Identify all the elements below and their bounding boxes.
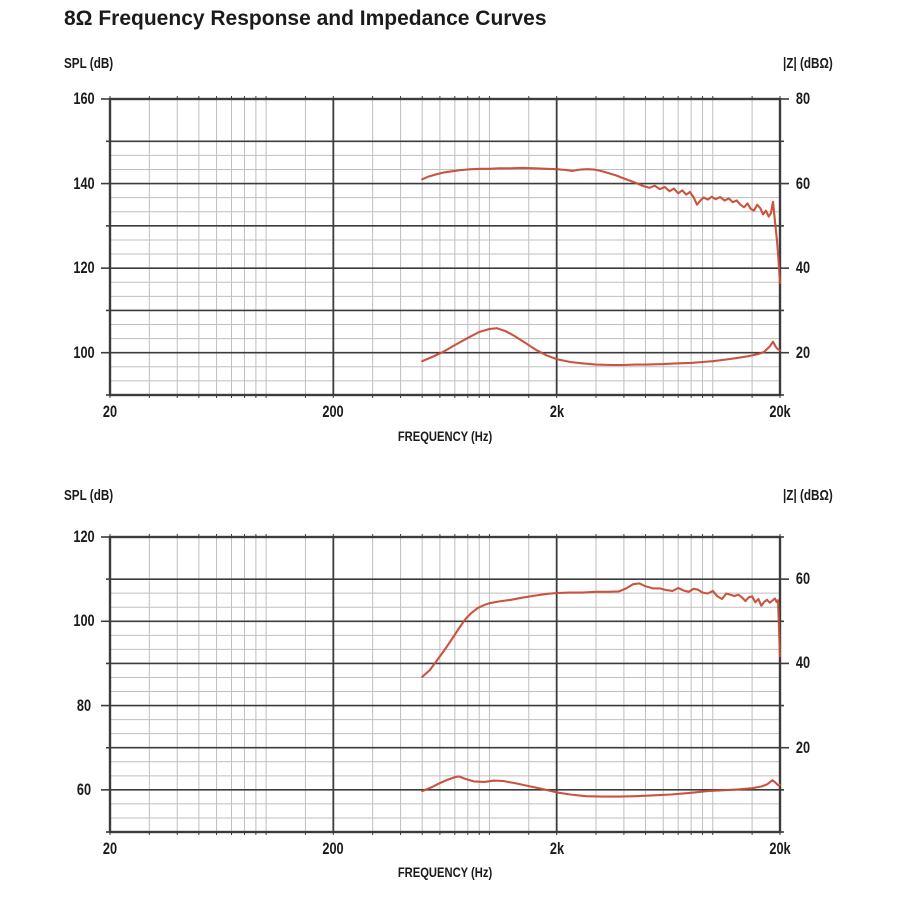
plot-border [108,535,782,834]
top-chart-right-axis-caption: |Z| (dBΩ) [783,55,833,72]
x-axis-tick-label: 20 [102,839,118,858]
spl-response-curve [421,166,782,284]
bottom-chart-x-axis-title: FREQUENCY (Hz) [397,864,493,880]
bottom-chart-left-axis-caption: SPL (dB) [64,487,114,504]
x-axis-tick-label: 20k [769,839,791,858]
top-chart-left-axis-caption: SPL (dB) [64,55,114,72]
spl-response-curve [421,582,782,678]
bottom-chart-right-axis-caption: |Z| (dBΩ) [783,487,833,504]
top-chart-plot-area [101,96,789,398]
bottom-chart-plot-area [101,534,789,835]
x-axis-tick-label: 200 [322,402,344,421]
x-axis-tick-label: 200 [322,839,344,858]
plot-border [108,97,782,397]
impedance-magnitude-curve [421,775,782,798]
x-axis-tick-label: 20 [102,402,118,421]
impedance-magnitude-curve [421,327,782,367]
top-chart-x-axis-title: FREQUENCY (Hz) [397,428,493,444]
page-title: 8Ω Frequency Response and Impedance Curv… [64,7,547,30]
x-axis-tick-label: 2k [549,839,564,858]
x-axis-tick-label: 2k [549,402,564,421]
x-axis-tick-label: 20k [769,402,791,421]
